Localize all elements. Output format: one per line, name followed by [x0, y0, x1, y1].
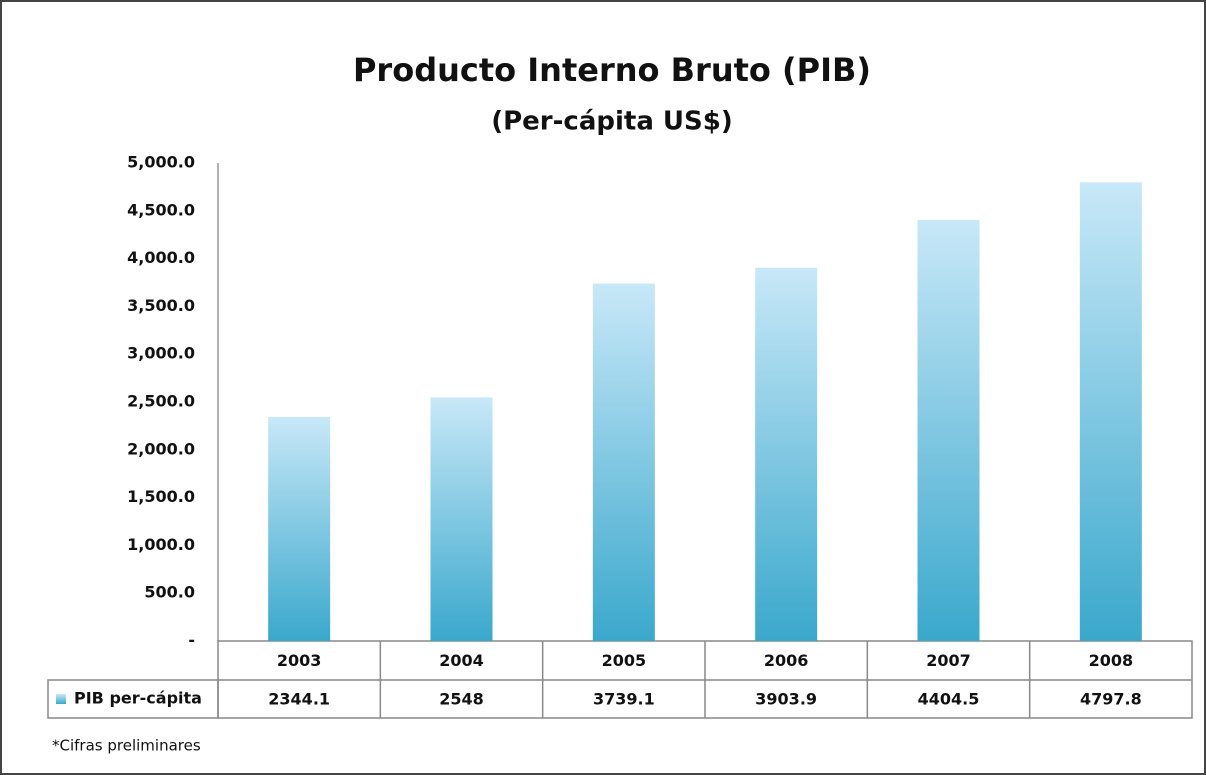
- bar: [755, 267, 818, 641]
- bar: [917, 219, 980, 641]
- table-value: 3739.1: [593, 690, 655, 709]
- y-tick-label: 2,500.0: [127, 392, 195, 411]
- y-tick-label: 4,000.0: [127, 248, 195, 267]
- y-tick-label: 1,000.0: [127, 535, 195, 554]
- table-value: 4404.5: [918, 690, 980, 709]
- bar: [268, 416, 331, 641]
- chart-title: Producto Interno Bruto (PIB): [353, 51, 871, 89]
- legend-label: PIB per-cápita: [74, 689, 202, 708]
- chart-subtitle: (Per-cápita US$): [491, 107, 733, 137]
- x-tick-label: 2005: [602, 651, 647, 670]
- x-tick-label: 2003: [277, 651, 322, 670]
- x-tick-label: 2008: [1089, 651, 1134, 670]
- table-value: 2344.1: [268, 690, 330, 709]
- y-tick-label: 3,500.0: [127, 296, 195, 315]
- bar: [430, 397, 493, 641]
- footnote: *Cifras preliminares: [52, 737, 201, 755]
- y-tick-label: 1,500.0: [127, 487, 195, 506]
- table-value: 3903.9: [755, 690, 817, 709]
- table-value: 2548: [439, 690, 484, 709]
- x-tick-label: 2006: [764, 651, 809, 670]
- x-tick-label: 2004: [439, 651, 484, 670]
- bar: [1079, 182, 1142, 641]
- table-value: 4797.8: [1080, 690, 1142, 709]
- legend-cell: [47, 679, 219, 719]
- y-tick-label: 500.0: [144, 583, 195, 602]
- y-tick-label: 2,000.0: [127, 439, 195, 458]
- x-tick-label: 2007: [926, 651, 971, 670]
- legend-swatch: [56, 694, 66, 704]
- y-tick-label: 5,000.0: [127, 153, 195, 172]
- y-tick-label: -: [188, 631, 195, 650]
- y-tick-label: 3,000.0: [127, 344, 195, 363]
- bar: [592, 283, 655, 641]
- y-tick-label: 4,500.0: [127, 200, 195, 219]
